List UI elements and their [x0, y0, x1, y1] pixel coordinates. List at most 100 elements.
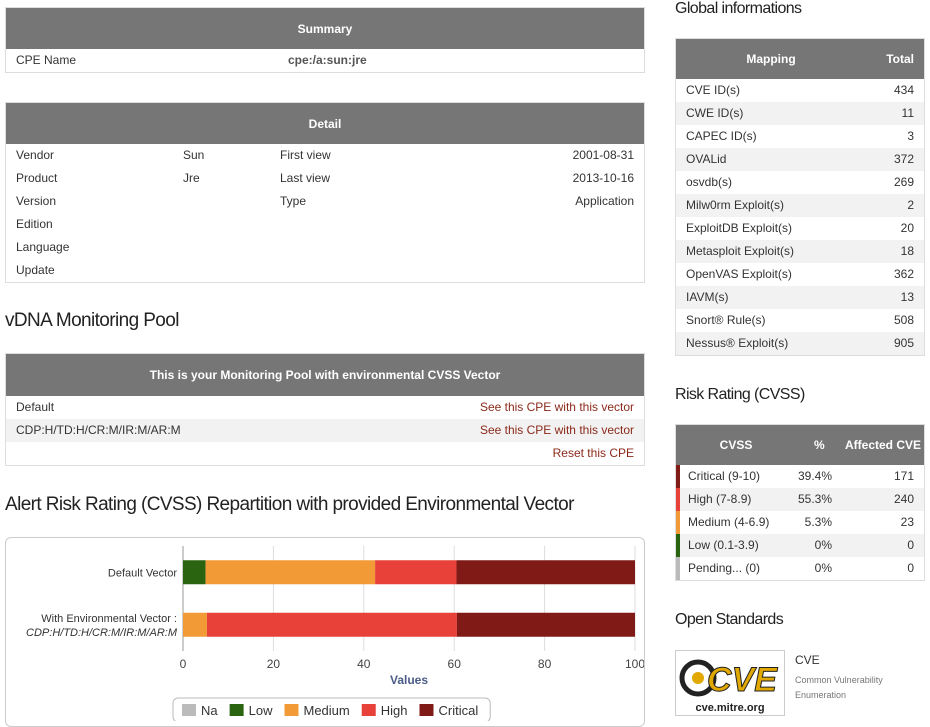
- table-row: Edition: [6, 213, 644, 236]
- cell: 0: [907, 561, 914, 575]
- cell: 240: [893, 492, 914, 506]
- cell: 0%: [814, 561, 832, 575]
- table-row: IAVM(s) 13: [676, 286, 924, 309]
- table-row: Pending... (0) 0% 0: [676, 557, 924, 580]
- table-row: High (7-8.9) 55.3% 240: [676, 488, 924, 511]
- cell: 5.3%: [804, 515, 832, 529]
- link[interactable]: See this CPE with this vector: [479, 423, 634, 437]
- table-row: Product Jre Last view 2013-10-16: [6, 167, 644, 190]
- table-header: Detail: [6, 103, 644, 144]
- table-row: Milw0rm Exploit(s) 2: [676, 194, 924, 217]
- table-header: CVSS% Affected CVE: [676, 425, 924, 465]
- cell: 905: [893, 336, 914, 350]
- severity-bar: [676, 534, 680, 557]
- table-row: Nessus® Exploit(s) 905: [676, 332, 924, 355]
- risk-table: CVSS% Affected CVE Critical (9-10) 39.4% 171…: [675, 424, 925, 581]
- cell: Nessus® Exploit(s): [686, 336, 789, 350]
- cve-logo: CVE cve.mitre.org: [675, 650, 785, 716]
- table-row: Snort® Rule(s) 508: [676, 309, 924, 332]
- cell: CVE ID(s): [686, 83, 740, 97]
- logo-art: CVE cve.mitre.org: [679, 659, 779, 714]
- bar-segment: [205, 560, 376, 585]
- cell: Milw0rm Exploit(s): [686, 198, 785, 212]
- cell: Medium (4-6.9): [688, 515, 770, 529]
- table-row: OpenVAS Exploit(s) 362: [676, 263, 924, 286]
- cell: osvdb(s): [686, 175, 733, 189]
- cell: CAPEC ID(s): [686, 129, 757, 143]
- heading: Alert Risk Rating (CVSS) Repartition wit…: [5, 494, 574, 515]
- cell: 508: [893, 313, 914, 327]
- x-tick-label: 100: [625, 657, 644, 671]
- x-tick-label: 60: [448, 657, 462, 671]
- summary-table: Summary CPE Name cpe:/a:sun:jre: [5, 7, 645, 73]
- legend-label: Low: [249, 703, 273, 718]
- cell: Last view: [280, 171, 331, 185]
- cell: 434: [893, 83, 914, 97]
- legend-swatch: [229, 704, 244, 716]
- y-tick-label: Default Vector: [108, 567, 177, 579]
- bar-segment: [456, 560, 635, 585]
- cell: 171: [893, 469, 914, 483]
- cell: 2013-10-16: [572, 171, 634, 185]
- table-row: CPE Name cpe:/a:sun:jre: [6, 49, 644, 72]
- cell: Vendor: [16, 148, 55, 162]
- cell: 3: [907, 129, 914, 143]
- cell: Jre: [183, 171, 200, 185]
- severity-bar: [676, 511, 680, 534]
- cell: Low (0.1-3.9): [688, 538, 759, 552]
- severity-bar: [676, 557, 680, 580]
- cell: 13: [900, 290, 914, 304]
- cell: Critical (9-10): [688, 469, 761, 483]
- cell: Language: [16, 240, 70, 254]
- logo-dot: [692, 672, 704, 684]
- table-row: Vendor Sun First view 2001-08-31: [6, 144, 644, 167]
- cell: OVALid: [686, 152, 727, 166]
- x-axis-label: Values: [390, 673, 428, 687]
- cell: IAVM(s): [686, 290, 729, 304]
- link[interactable]: Reset this CPE: [552, 446, 634, 460]
- table-header: Summary: [6, 8, 644, 49]
- cell: cpe:/a:sun:jre: [288, 53, 367, 67]
- monitoring-table: This is your Monitoring Pool with enviro…: [5, 353, 645, 466]
- link[interactable]: See this CPE with this vector: [479, 400, 634, 414]
- legend-swatch: [419, 704, 434, 716]
- table-row: CWE ID(s) 11: [676, 102, 924, 125]
- cell: CDP:H/TD:H/CR:M/IR:M/AR:M: [16, 423, 181, 437]
- table-row: Low (0.1-3.9) 0% 0: [676, 534, 924, 557]
- standard-desc: Common Vulnerability: [795, 675, 883, 685]
- table-row: Reset this CPE: [6, 442, 644, 465]
- cell: 0: [907, 538, 914, 552]
- table-row: OVALid 372: [676, 148, 924, 171]
- cell: Product: [16, 171, 58, 185]
- detail-table: Detail Vendor Sun First view 2001-08-31 Produ…: [5, 102, 645, 283]
- cell: 0%: [814, 538, 832, 552]
- cell: Snort® Rule(s): [686, 313, 766, 327]
- x-tick-label: 40: [357, 657, 371, 671]
- table-row: Metasploit Exploit(s) 18: [676, 240, 924, 263]
- table-row: CVE ID(s) 434: [676, 79, 924, 102]
- heading: Open Standards: [675, 611, 784, 628]
- bar-segment: [183, 560, 206, 585]
- cell: Update: [16, 263, 55, 277]
- standard-name: CVE: [795, 653, 820, 667]
- heading: Risk Rating (CVSS): [675, 386, 805, 403]
- cell: 372: [893, 152, 914, 166]
- standard-desc: Enumeration: [795, 690, 847, 700]
- cell: ExploitDB Exploit(s): [686, 221, 793, 235]
- bar-segment: [456, 612, 635, 637]
- heading: vDNA Monitoring Pool: [5, 310, 179, 331]
- severity-bar: [676, 465, 680, 488]
- cell: Application: [575, 194, 634, 208]
- table-row: osvdb(s) 269: [676, 171, 924, 194]
- table-row: ExploitDB Exploit(s) 20: [676, 217, 924, 240]
- cell: Edition: [16, 217, 53, 231]
- cell: Pending... (0): [688, 561, 761, 575]
- x-tick-label: 20: [267, 657, 281, 671]
- global-table: Mapping Total CVE ID(s) 434 CWE ID(s) 11 CAPEC…: [675, 38, 925, 356]
- y-tick-label: With Environmental Vector :: [41, 613, 177, 625]
- column-header: %: [814, 438, 825, 452]
- table-row: Update: [6, 259, 644, 282]
- cell: High (7-8.9): [688, 492, 752, 506]
- cell: CPE Name: [16, 53, 77, 67]
